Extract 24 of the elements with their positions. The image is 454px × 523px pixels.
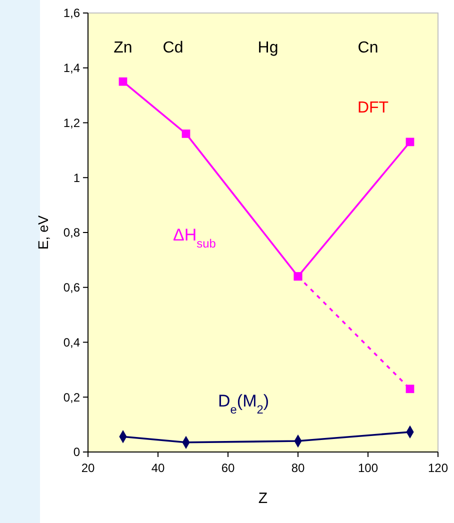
series-label: ΔH$_{sub}$ bbox=[173, 226, 216, 251]
x-tick-label: 60 bbox=[221, 461, 235, 475]
series-label: D$_{e}$(M$_{2}$) bbox=[218, 392, 270, 417]
annotation: Zn bbox=[114, 40, 132, 57]
y-tick-label: 0,8 bbox=[63, 226, 80, 240]
x-tick-label: 120 bbox=[428, 461, 448, 475]
annotation: Hg bbox=[258, 40, 278, 57]
x-tick-label: 20 bbox=[81, 461, 95, 475]
y-tick-label: 1,2 bbox=[63, 116, 80, 130]
y-tick-label: 1,4 bbox=[63, 61, 80, 76]
annotation: Cd bbox=[162, 40, 184, 57]
y-tick-label: 1,6 bbox=[63, 6, 80, 20]
x-tick-label: 100 bbox=[358, 461, 378, 475]
y-tick-label: 0 bbox=[73, 445, 80, 460]
y-tick-label: 0,6 bbox=[63, 280, 80, 295]
y-tick-label: 1 bbox=[73, 170, 80, 185]
y-tick-label: 0,2 bbox=[63, 390, 80, 404]
x-tick-label: 80 bbox=[291, 461, 305, 475]
annotation: Cn bbox=[358, 40, 378, 57]
x-axis-title: Z bbox=[258, 490, 268, 507]
y-tick-label: 0,4 bbox=[63, 335, 80, 350]
y-axis-title: E, eV bbox=[35, 214, 51, 250]
annotation: DFT bbox=[357, 100, 389, 117]
x-tick-label: 40 bbox=[151, 461, 165, 475]
